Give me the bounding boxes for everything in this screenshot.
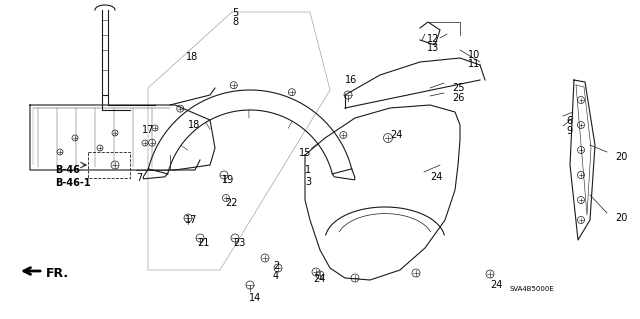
Text: 5: 5 — [232, 8, 238, 18]
Text: B-46-1: B-46-1 — [55, 178, 91, 188]
Text: 14: 14 — [249, 293, 261, 303]
Text: 17: 17 — [142, 125, 154, 135]
Text: 17: 17 — [185, 215, 197, 225]
Text: SVA4B5000E: SVA4B5000E — [510, 286, 555, 292]
Text: 8: 8 — [232, 17, 238, 27]
Text: 20: 20 — [615, 152, 627, 162]
Text: 16: 16 — [345, 75, 357, 85]
Text: FR.: FR. — [46, 267, 69, 280]
Text: 11: 11 — [468, 59, 480, 69]
Text: 4: 4 — [273, 271, 279, 281]
Text: 3: 3 — [305, 177, 311, 187]
Text: 7: 7 — [136, 173, 142, 183]
Text: 13: 13 — [427, 43, 439, 53]
Text: 22: 22 — [225, 198, 237, 208]
Text: 18: 18 — [186, 52, 198, 62]
Bar — [88, 152, 130, 178]
Text: 19: 19 — [222, 175, 234, 185]
Text: 18: 18 — [188, 120, 200, 130]
Text: 2: 2 — [273, 261, 279, 271]
Text: 10: 10 — [468, 50, 480, 60]
Text: 1: 1 — [305, 165, 311, 175]
Text: 15: 15 — [299, 148, 312, 158]
Text: 20: 20 — [615, 213, 627, 223]
Text: 6: 6 — [566, 116, 572, 126]
Text: 26: 26 — [452, 93, 465, 103]
Text: 9: 9 — [566, 126, 572, 136]
Text: 23: 23 — [233, 238, 245, 248]
Text: 24: 24 — [390, 130, 403, 140]
Text: 25: 25 — [452, 83, 465, 93]
Text: 24: 24 — [490, 280, 502, 290]
Text: B-46: B-46 — [55, 165, 80, 175]
Text: 24: 24 — [430, 172, 442, 182]
Text: 24: 24 — [313, 274, 325, 284]
Text: 12: 12 — [427, 34, 440, 44]
Text: 21: 21 — [197, 238, 209, 248]
